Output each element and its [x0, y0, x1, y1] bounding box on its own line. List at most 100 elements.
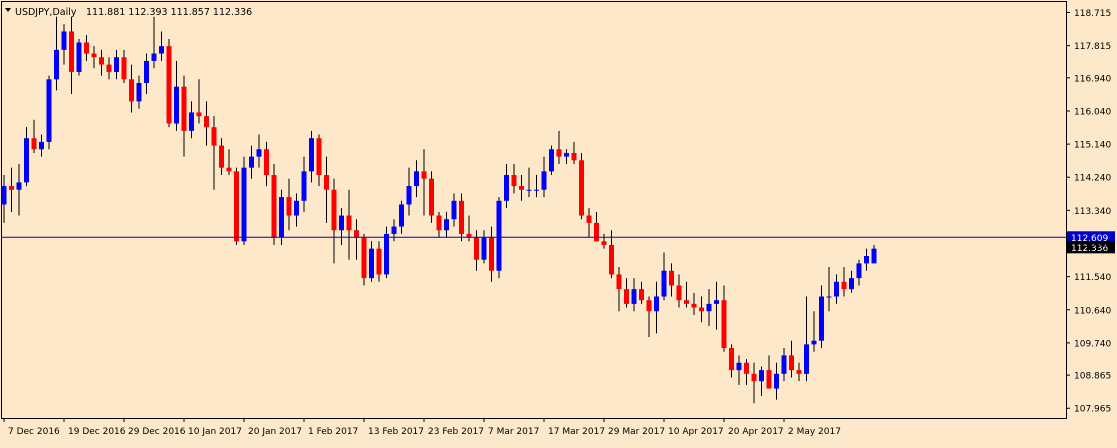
candle — [226, 149, 232, 176]
candle-body — [324, 175, 329, 190]
candle — [301, 156, 307, 212]
candle-body — [451, 200, 457, 220]
candle-body — [174, 86, 179, 124]
candle — [91, 46, 97, 69]
candle-body — [361, 237, 367, 279]
candle-body — [864, 256, 869, 264]
candle-body — [714, 300, 719, 304]
candle-body — [376, 248, 382, 275]
candle — [811, 311, 817, 352]
price-tick-label: 113.340 — [1074, 207, 1111, 217]
candle — [39, 134, 44, 157]
candle-body — [504, 175, 509, 201]
candle — [106, 57, 112, 80]
candle — [459, 193, 464, 242]
candle — [564, 149, 569, 164]
candle — [354, 219, 359, 260]
candle-body — [211, 127, 217, 146]
candle-body — [751, 373, 757, 382]
candle-body — [519, 186, 524, 190]
candle-body — [699, 307, 704, 312]
candle-body — [781, 355, 787, 374]
candle — [526, 167, 532, 198]
candle — [736, 355, 742, 385]
candle-body — [331, 189, 337, 231]
candle-body — [759, 370, 764, 382]
candle-body — [736, 362, 742, 371]
candle — [69, 16, 74, 95]
candle-body — [301, 171, 307, 201]
candle-body — [241, 167, 247, 242]
candle-body — [69, 31, 74, 72]
candle-body — [586, 215, 592, 223]
candle — [789, 340, 794, 378]
candle — [196, 79, 202, 124]
candle-body — [286, 197, 292, 216]
time-tick-label: 20 Apr 2017 — [728, 427, 784, 437]
price-tick-label: 110.640 — [1074, 306, 1111, 316]
candle-body — [99, 57, 104, 65]
candle — [324, 156, 329, 223]
candle-body — [549, 149, 554, 172]
candle-body — [279, 197, 284, 238]
candle — [429, 171, 434, 223]
candle — [654, 281, 659, 334]
candle-body — [774, 373, 779, 389]
candle — [99, 49, 104, 76]
last-price-badge — [1067, 241, 1115, 254]
candle — [309, 130, 314, 183]
time-tick-label: 19 Dec 2016 — [68, 427, 126, 437]
time-tick-label: 10 Apr 2017 — [668, 427, 724, 437]
time-tick-label: 17 Mar 2017 — [548, 427, 605, 437]
candle-body — [654, 296, 659, 312]
candle-body — [534, 189, 539, 191]
candle-body — [594, 222, 599, 242]
candle-body — [271, 175, 277, 238]
last-price-label: 112.336 — [1071, 244, 1108, 254]
candle — [384, 226, 389, 279]
candle — [624, 278, 629, 308]
candle-body — [196, 112, 202, 117]
candle — [504, 163, 509, 209]
triangle-down-icon[interactable] — [5, 8, 11, 12]
candle-body — [609, 244, 614, 275]
candle — [796, 362, 802, 382]
candle-body — [309, 138, 314, 172]
candle — [826, 267, 832, 312]
candle-body — [834, 281, 839, 297]
candle — [181, 75, 187, 157]
candle — [766, 355, 772, 389]
candle — [676, 274, 682, 308]
candle-body — [384, 233, 389, 275]
candle — [174, 60, 179, 131]
price-line-label: 112.609 — [1071, 234, 1108, 244]
candle-body — [541, 171, 547, 190]
candle — [151, 16, 157, 69]
candle-body — [369, 248, 374, 279]
candle — [819, 285, 824, 349]
candle-body — [31, 138, 37, 150]
candle-body — [151, 53, 157, 61]
candle — [121, 49, 127, 83]
candle-body — [219, 145, 224, 168]
candle-body — [391, 226, 397, 234]
candle — [444, 211, 449, 238]
time-tick-label: 1 Feb 2017 — [308, 427, 358, 437]
candle-body — [744, 362, 749, 374]
candle — [31, 119, 37, 153]
price-tick-label: 109.740 — [1074, 339, 1111, 349]
candle-body — [181, 86, 187, 131]
candle-body — [466, 233, 472, 238]
candle-body — [114, 57, 119, 72]
candle — [864, 248, 869, 271]
candle-body — [61, 31, 67, 50]
candle — [249, 145, 254, 179]
price-axis: 118.715 117.815 116.940 116.040 115.140 114.2… — [1066, 9, 1111, 415]
price-tick-label: 116.040 — [1074, 107, 1111, 117]
candle-body — [256, 149, 262, 157]
candle — [849, 270, 854, 293]
candle — [159, 31, 164, 61]
candle-body — [841, 281, 847, 290]
candle — [489, 226, 494, 282]
